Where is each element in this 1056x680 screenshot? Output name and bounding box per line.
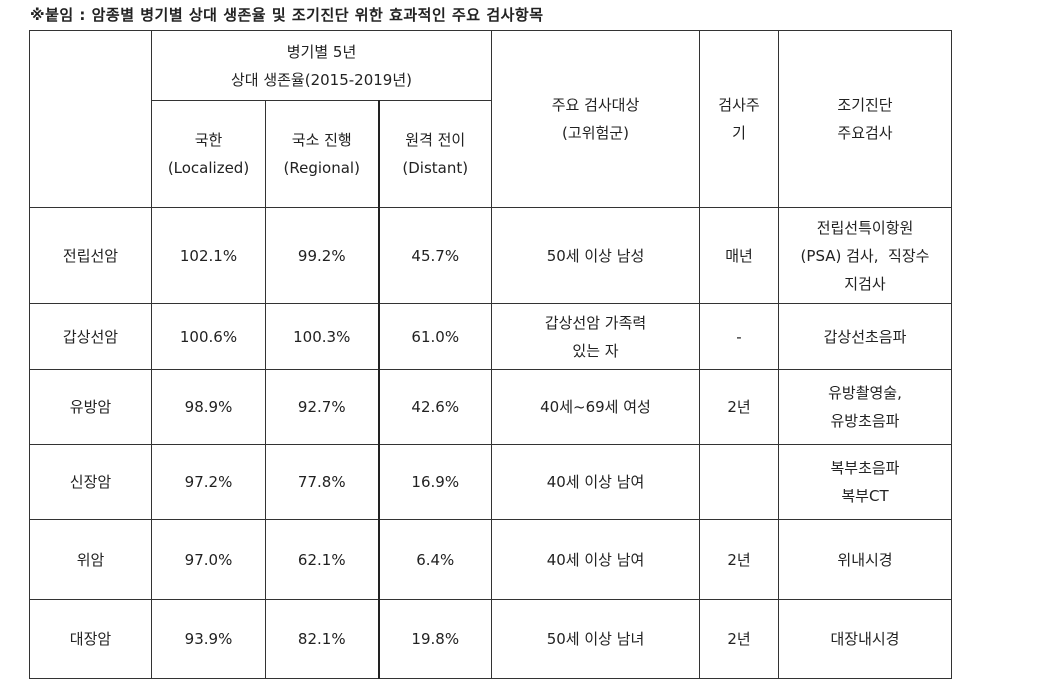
target-group: 50세 이상 남녀 (491, 599, 700, 679)
exam-cycle: 2년 (699, 599, 779, 679)
header-exam-line1: 조기진단 (837, 96, 893, 114)
header-localized-ko: 국한 (194, 131, 223, 149)
exam-line: 유방촬영술, (828, 384, 902, 402)
exam-line: 지검사 (844, 274, 886, 293)
table-row: 위암 97.0% 62.1% 6.4% 40세 이상 남여 2년 위내시경 (29, 519, 952, 600)
target-group: 40세 이상 남여 (491, 519, 700, 600)
main-exam: 갑상선초음파 (778, 303, 952, 370)
target-line: 50세 이상 남녀 (546, 630, 645, 648)
cancer-name: 갑상선암 (29, 303, 152, 370)
cancer-name: 전립선암 (29, 207, 152, 304)
header-target-line2: (고위험군) (562, 124, 629, 142)
distant-rate: 19.8% (378, 599, 492, 679)
distant-rate: 45.7% (378, 207, 492, 304)
cancer-name: 대장암 (29, 599, 152, 679)
regional-rate: 77.8% (265, 444, 380, 520)
target-group: 40세~69세 여성 (491, 369, 700, 445)
localized-rate: 93.9% (151, 599, 266, 679)
header-cycle-line1: 검사주 (718, 96, 760, 114)
header-cycle-line2: 기 (732, 124, 746, 142)
main-exam: 위내시경 (778, 519, 952, 600)
header-distant-ko: 원격 전이 (405, 131, 466, 149)
header-distant-en: (Distant) (402, 159, 469, 177)
exam-line: 대장내시경 (830, 630, 900, 648)
header-regional-ko: 국소 진행 (291, 131, 352, 149)
regional-rate: 82.1% (265, 599, 380, 679)
header-target-line1: 주요 검사대상 (551, 96, 640, 114)
header-exam: 조기진단 주요검사 (778, 30, 952, 208)
localized-rate: 98.9% (151, 369, 266, 445)
exam-cycle: - (699, 303, 779, 370)
exam-line: 유방초음파 (830, 412, 900, 430)
header-localized: 국한 (Localized) (151, 100, 266, 208)
exam-cycle: 2년 (699, 369, 779, 445)
header-survival-line1: 병기별 5년 (286, 42, 357, 61)
table-row: 신장암 97.2% 77.8% 16.9% 40세 이상 남여 복부초음파 복부… (29, 444, 952, 520)
table-row: 전립선암 102.1% 99.2% 45.7% 50세 이상 남성 매년 전립선… (29, 207, 952, 304)
target-line: 50세 이상 남성 (546, 246, 645, 265)
distant-rate: 16.9% (378, 444, 492, 520)
header-localized-en: (Localized) (167, 159, 250, 177)
exam-cycle (699, 444, 779, 520)
exam-line: 복부초음파 (830, 459, 900, 477)
target-group: 갑상선암 가족력 있는 자 (491, 303, 700, 370)
exam-line: 전립선특이항원 (816, 218, 914, 237)
main-exam: 유방촬영술, 유방초음파 (778, 369, 952, 445)
distant-rate: 6.4% (378, 519, 492, 600)
header-survival-group: 병기별 5년 상대 생존율(2015-2019년) (151, 30, 492, 101)
localized-rate: 97.0% (151, 519, 266, 600)
target-line: 있는 자 (572, 341, 619, 360)
header-cycle: 검사주 기 (699, 30, 779, 208)
target-line: 갑상선암 가족력 (544, 313, 647, 332)
main-exam: 대장내시경 (778, 599, 952, 679)
header-regional: 국소 진행 (Regional) (265, 100, 380, 208)
regional-rate: 100.3% (265, 303, 380, 370)
regional-rate: 99.2% (265, 207, 380, 304)
target-line: 40세 이상 남여 (546, 473, 645, 491)
document-title: ※붙임 : 암종별 병기별 상대 생존율 및 조기진단 위한 효과적인 주요 검… (30, 6, 544, 24)
localized-rate: 97.2% (151, 444, 266, 520)
localized-rate: 102.1% (151, 207, 266, 304)
header-target: 주요 검사대상 (고위험군) (491, 30, 700, 208)
table-row: 대장암 93.9% 82.1% 19.8% 50세 이상 남녀 2년 대장내시경 (29, 599, 952, 679)
target-line: 40세 이상 남여 (546, 550, 645, 569)
regional-rate: 92.7% (265, 369, 380, 445)
regional-rate: 62.1% (265, 519, 380, 600)
distant-rate: 61.0% (378, 303, 492, 370)
target-group: 50세 이상 남성 (491, 207, 700, 304)
main-exam: 복부초음파 복부CT (778, 444, 952, 520)
distant-rate: 42.6% (378, 369, 492, 445)
cancer-name: 유방암 (29, 369, 152, 445)
exam-line: 위내시경 (837, 550, 893, 569)
header-cancer-type-cell (29, 30, 152, 208)
exam-line: 갑상선초음파 (823, 327, 907, 346)
exam-cycle: 2년 (699, 519, 779, 600)
exam-line: 복부CT (841, 487, 889, 505)
header-regional-en: (Regional) (283, 159, 360, 177)
target-line: 40세~69세 여성 (540, 398, 651, 416)
cancer-name: 신장암 (29, 444, 152, 520)
header-survival-line2: 상대 생존율(2015-2019년) (230, 70, 413, 89)
cancer-survival-table: 병기별 5년 상대 생존율(2015-2019년) 주요 검사대상 (고위험군)… (29, 30, 952, 679)
exam-cycle: 매년 (699, 207, 779, 304)
header-distant: 원격 전이 (Distant) (378, 100, 492, 208)
localized-rate: 100.6% (151, 303, 266, 370)
header-exam-line2: 주요검사 (837, 124, 893, 142)
exam-line: (PSA) 검사, 직장수 (800, 246, 930, 265)
cancer-name: 위암 (29, 519, 152, 600)
table-row: 갑상선암 100.6% 100.3% 61.0% 갑상선암 가족력 있는 자 -… (29, 303, 952, 370)
table-row: 유방암 98.9% 92.7% 42.6% 40세~69세 여성 2년 유방촬영… (29, 369, 952, 445)
main-exam: 전립선특이항원 (PSA) 검사, 직장수 지검사 (778, 207, 952, 304)
target-group: 40세 이상 남여 (491, 444, 700, 520)
